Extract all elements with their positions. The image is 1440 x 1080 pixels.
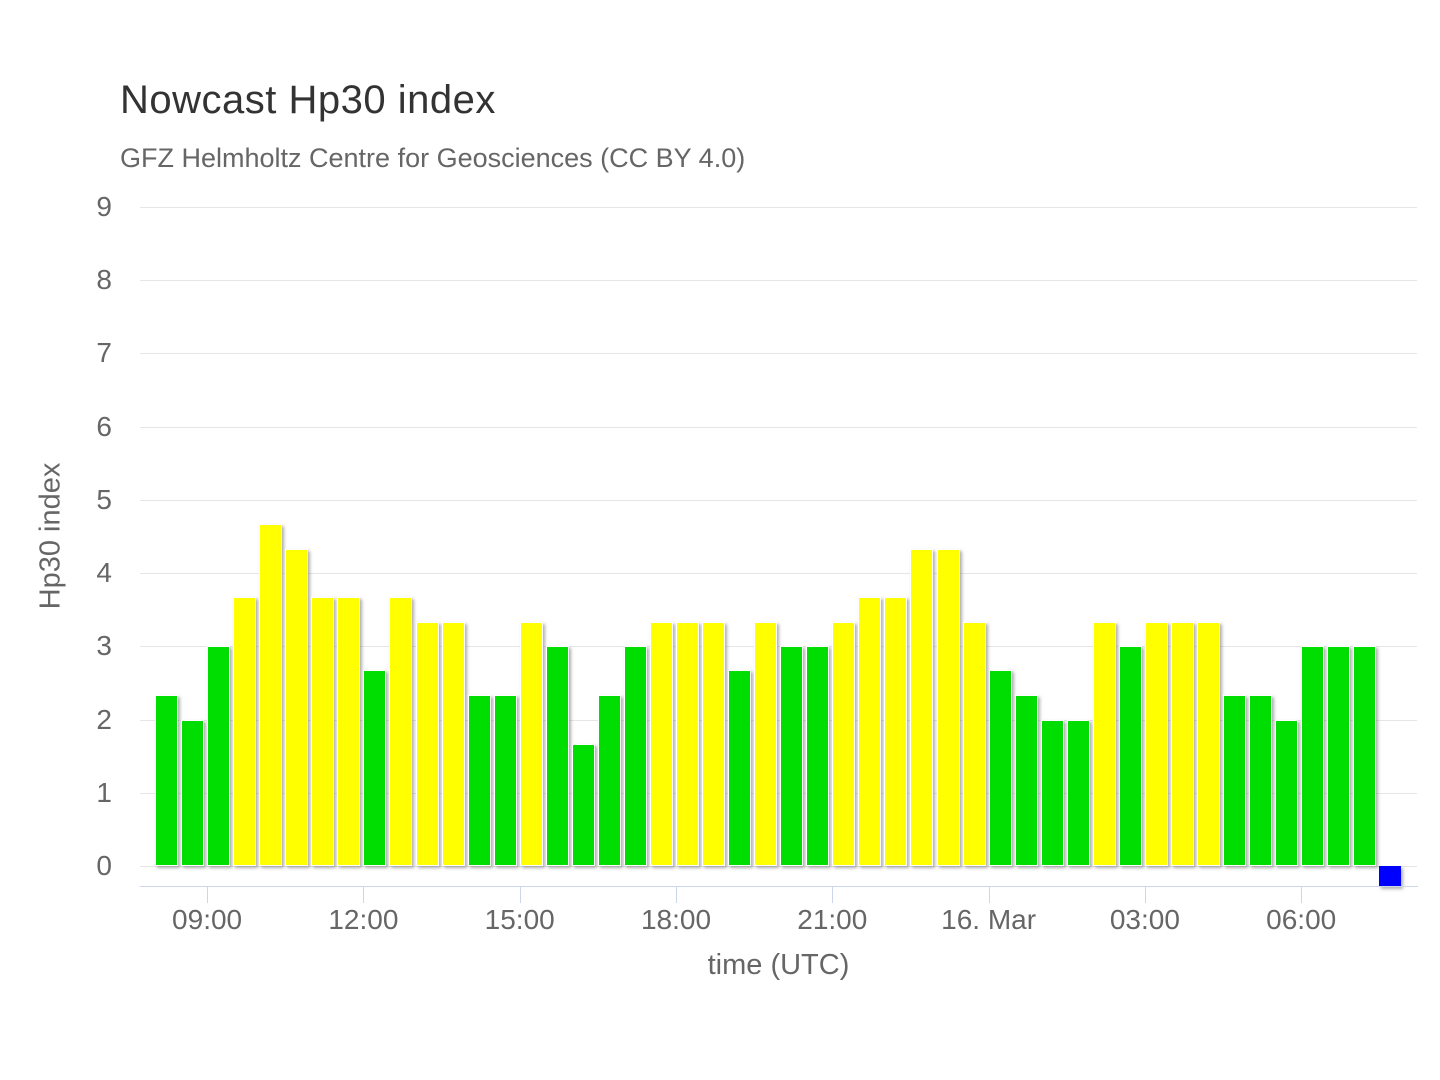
hp30-bar[interactable] bbox=[1014, 695, 1038, 866]
hp30-bar[interactable] bbox=[389, 597, 413, 866]
hp30-bar[interactable] bbox=[181, 719, 205, 866]
hp30-bar[interactable] bbox=[493, 695, 517, 866]
x-axis-title: time (UTC) bbox=[707, 949, 850, 981]
hp30-bar[interactable] bbox=[285, 548, 309, 866]
x-tick-label: 18:00 bbox=[640, 904, 712, 935]
hp30-bar[interactable] bbox=[1223, 695, 1247, 866]
y-tick-label: 7 bbox=[96, 337, 112, 369]
hp30-bar[interactable] bbox=[467, 695, 491, 866]
hp30-bar[interactable] bbox=[988, 670, 1012, 866]
gridline bbox=[140, 280, 1417, 282]
x-tick bbox=[207, 887, 209, 903]
x-tick bbox=[676, 887, 677, 903]
hp30-bar[interactable] bbox=[728, 670, 752, 866]
y-tick-label: 3 bbox=[96, 630, 112, 662]
gridline bbox=[140, 646, 1417, 648]
gridline bbox=[140, 499, 1417, 501]
x-tick-label: 16. Mar bbox=[941, 904, 1037, 935]
x-tick-label: 15:00 bbox=[484, 904, 555, 935]
hp30-bar[interactable] bbox=[155, 695, 178, 866]
hp30-bar[interactable] bbox=[545, 646, 569, 866]
hp30-bar[interactable] bbox=[1275, 719, 1299, 866]
hp30-bar[interactable] bbox=[259, 524, 283, 866]
hp30-bar[interactable] bbox=[1327, 646, 1351, 866]
hp30-bar[interactable] bbox=[858, 597, 882, 866]
gridline bbox=[140, 426, 1417, 428]
hp30-bar[interactable] bbox=[676, 622, 699, 866]
hp30-bar[interactable] bbox=[1301, 646, 1325, 866]
hp30-bar[interactable] bbox=[936, 548, 960, 866]
gridline bbox=[140, 573, 1417, 575]
hp30-bar[interactable] bbox=[1092, 622, 1116, 866]
x-tick bbox=[988, 887, 990, 903]
hp30-bar[interactable] bbox=[1066, 719, 1090, 866]
hp30-bar[interactable] bbox=[597, 695, 621, 866]
hp30-bar[interactable] bbox=[884, 597, 908, 866]
hp30-bar[interactable] bbox=[1144, 622, 1168, 866]
hp30-bar[interactable] bbox=[806, 646, 830, 866]
hp30-bar[interactable] bbox=[233, 597, 257, 866]
hp30-bar[interactable] bbox=[702, 622, 726, 866]
chart-title: Nowcast Hp30 index bbox=[120, 78, 496, 122]
hp30-bar[interactable] bbox=[754, 622, 778, 866]
x-tick bbox=[519, 887, 521, 903]
plot-area bbox=[140, 207, 1417, 887]
hp30-bar[interactable] bbox=[207, 646, 231, 866]
gridline bbox=[140, 792, 1417, 794]
current-interval-marker[interactable] bbox=[1379, 866, 1402, 887]
y-tick-label: 2 bbox=[96, 703, 112, 735]
hp30-bar[interactable] bbox=[1197, 622, 1220, 866]
hp30-bar[interactable] bbox=[910, 548, 934, 866]
hp30-bar[interactable] bbox=[311, 597, 335, 866]
hp30-bar[interactable] bbox=[337, 597, 361, 866]
gridline bbox=[140, 353, 1417, 355]
gridline bbox=[140, 866, 1417, 867]
hp30-bar[interactable] bbox=[1170, 622, 1194, 866]
hp30-bar[interactable] bbox=[415, 622, 439, 866]
y-tick-label: 0 bbox=[96, 850, 112, 881]
x-tick bbox=[1301, 887, 1303, 903]
y-tick-label: 4 bbox=[96, 557, 112, 589]
x-tick-label: 03:00 bbox=[1109, 904, 1180, 935]
x-tick-label: 12:00 bbox=[328, 904, 399, 935]
hp30-bar[interactable] bbox=[1040, 719, 1064, 866]
hp30-bar[interactable] bbox=[1249, 695, 1273, 866]
x-tick bbox=[832, 887, 834, 903]
y-tick-label: 8 bbox=[96, 264, 112, 296]
hp30-bar[interactable] bbox=[962, 622, 986, 866]
hp30-bar[interactable] bbox=[519, 622, 543, 866]
y-tick-label: 1 bbox=[96, 776, 112, 808]
x-axis-line bbox=[140, 886, 1418, 887]
hp30-bar[interactable] bbox=[623, 646, 647, 866]
gridline bbox=[140, 719, 1417, 721]
x-tick-label: 09:00 bbox=[172, 904, 243, 935]
y-tick-label: 5 bbox=[96, 483, 112, 515]
hp30-bar[interactable] bbox=[441, 622, 465, 866]
x-tick-label: 06:00 bbox=[1266, 904, 1337, 935]
hp30-bar[interactable] bbox=[1353, 646, 1377, 866]
hp30-bar[interactable] bbox=[1118, 646, 1142, 866]
y-tick-label: 6 bbox=[96, 410, 112, 442]
hp30-bar[interactable] bbox=[780, 646, 804, 866]
chart-subtitle: GFZ Helmholtz Centre for Geosciences (CC… bbox=[120, 143, 746, 173]
hp30-bar[interactable] bbox=[571, 743, 595, 866]
x-tick-label: 21:00 bbox=[797, 904, 868, 935]
x-tick bbox=[1144, 887, 1146, 903]
hp30-bar[interactable] bbox=[832, 622, 856, 866]
gridline bbox=[140, 207, 1417, 208]
x-tick bbox=[363, 887, 365, 903]
hp30-bar[interactable] bbox=[649, 622, 673, 866]
y-tick-label: 9 bbox=[96, 191, 112, 222]
hp30-bar[interactable] bbox=[363, 670, 387, 866]
